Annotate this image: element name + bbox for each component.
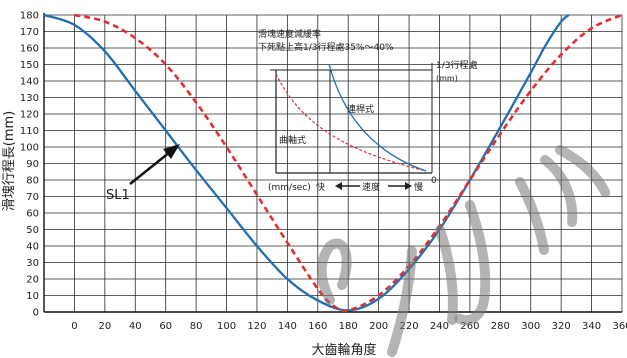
x-axis-title: 大齒輪角度 bbox=[311, 342, 376, 358]
inset-zero-label: 0 bbox=[431, 176, 437, 186]
y-tick-label: 150 bbox=[20, 60, 39, 71]
y-axis-title: 滑塊行程長(mm) bbox=[1, 111, 17, 211]
inset-diagram: 滑塊速度減緩率 下死點上高1/3行程處35%～40% 1/3行程處 (mm) 連… bbox=[258, 28, 478, 193]
inset-title-line1: 滑塊速度減緩率 bbox=[258, 28, 321, 40]
y-tick-label: 160 bbox=[20, 44, 39, 55]
x-tick-label: 200 bbox=[369, 321, 388, 332]
x-tick-label: 280 bbox=[491, 321, 510, 332]
inset-right-label: 1/3行程處 bbox=[436, 59, 478, 71]
y-tick-label: 110 bbox=[20, 126, 39, 137]
inset-right-arrowhead bbox=[405, 182, 412, 190]
y-tick-label: 50 bbox=[26, 225, 39, 236]
inset-solid-label: 連桿式 bbox=[347, 103, 374, 115]
y-tick-label: 130 bbox=[20, 93, 39, 104]
inset-title-line2: 下死點上高1/3行程處35%～40% bbox=[258, 41, 394, 53]
inset-left-arrowhead bbox=[335, 182, 342, 190]
x-tick-label: 360 bbox=[612, 321, 627, 332]
y-tick-label: 60 bbox=[26, 209, 39, 220]
x-tick-label: 80 bbox=[190, 321, 203, 332]
inset-unit-label: (mm/sec) bbox=[268, 183, 311, 193]
x-tick-label: 60 bbox=[159, 321, 172, 332]
x-tick-label: 140 bbox=[278, 321, 297, 332]
inset-dashed-curve bbox=[275, 73, 427, 172]
inset-speed-label: 速度 bbox=[362, 181, 380, 193]
y-tick-label: 0 bbox=[33, 308, 39, 319]
y-tick-label: 30 bbox=[26, 258, 39, 269]
y-tick-label: 120 bbox=[20, 110, 39, 121]
y-tick-label: 80 bbox=[26, 176, 39, 187]
y-tick-label: 40 bbox=[26, 242, 39, 253]
y-tick-label: 140 bbox=[20, 77, 39, 88]
y-tick-label: 180 bbox=[20, 11, 39, 22]
series-line-solid bbox=[43, 13, 570, 312]
grid bbox=[44, 14, 623, 312]
x-tick-label: 120 bbox=[247, 321, 266, 332]
inset-solid-curve bbox=[328, 63, 427, 172]
inset-dashed-label: 曲軸式 bbox=[279, 134, 306, 146]
x-tick-label: 300 bbox=[521, 321, 540, 332]
y-tick-label: 10 bbox=[26, 291, 39, 302]
sl1-label: SL1 bbox=[106, 188, 130, 203]
watermark bbox=[316, 145, 611, 357]
inset-right-unit: (mm) bbox=[436, 74, 458, 83]
x-tick-label: 180 bbox=[339, 321, 358, 332]
axes bbox=[43, 13, 622, 313]
y-tick-label: 100 bbox=[20, 143, 39, 154]
sl1-arrowhead bbox=[163, 144, 180, 159]
y-tick-label: 90 bbox=[26, 159, 39, 170]
inset-fast-label: 快 bbox=[316, 181, 325, 193]
y-tick-label: 20 bbox=[26, 275, 39, 286]
x-tick-label: 20 bbox=[98, 321, 111, 332]
x-tick-label: 260 bbox=[460, 321, 479, 332]
x-tick-label: 40 bbox=[129, 321, 142, 332]
series-lines bbox=[43, 13, 623, 313]
y-tick-label: 170 bbox=[20, 27, 39, 38]
x-tick-label: 220 bbox=[400, 321, 419, 332]
x-tick-label: 340 bbox=[582, 321, 601, 332]
x-tick-label: 100 bbox=[217, 321, 236, 332]
tick-labels: 0 10 20 30 40 50 60 70 80 90 100 110 120 130 140 150 160… bbox=[20, 11, 627, 333]
x-tick-label: 160 bbox=[308, 321, 327, 332]
x-tick-label: 320 bbox=[552, 321, 571, 332]
x-tick-label: 240 bbox=[430, 321, 449, 332]
sl1-annotation: SL1 bbox=[106, 144, 180, 203]
x-tick-label: 0 bbox=[71, 321, 77, 332]
y-tick-label: 70 bbox=[26, 192, 39, 203]
inset-slow-label: 慢 bbox=[414, 181, 423, 193]
series-line-dashed bbox=[74, 13, 623, 313]
sl1-arrow-shaft bbox=[129, 151, 171, 185]
